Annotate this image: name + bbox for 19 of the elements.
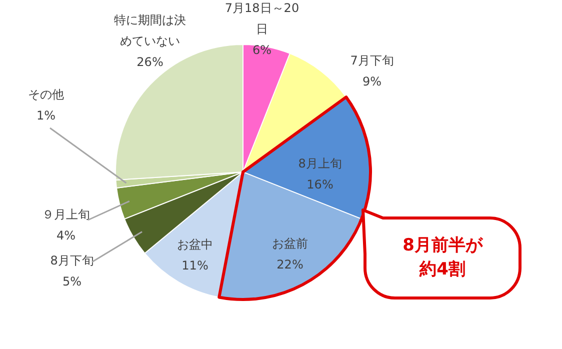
data-label: 16% (306, 178, 334, 192)
data-label: 6% (252, 43, 272, 58)
text: 8月前半が約4割 (402, 235, 484, 280)
data-label: 26% (136, 55, 164, 70)
slice-label: 8月上旬 (298, 156, 342, 171)
slice-label: 7月下旬 (350, 54, 394, 68)
data-label: 4% (56, 228, 76, 243)
data-label: 11% (182, 258, 208, 273)
data-label: 5% (62, 274, 82, 289)
slice-label: 7月18日～20日 (224, 1, 300, 36)
slice-label: お盆中 (177, 238, 213, 252)
data-label: 22% (276, 258, 304, 272)
slice-label: 特に期間は決めていない (114, 13, 186, 48)
slice-label: ９月上旬 (42, 208, 90, 222)
data-label: 9% (362, 74, 382, 89)
slice-label: 8月下旬 (50, 254, 94, 268)
slice-label: お盆前 (272, 236, 308, 251)
data-label: 1% (36, 108, 56, 123)
slice-label: その他 (28, 88, 64, 102)
